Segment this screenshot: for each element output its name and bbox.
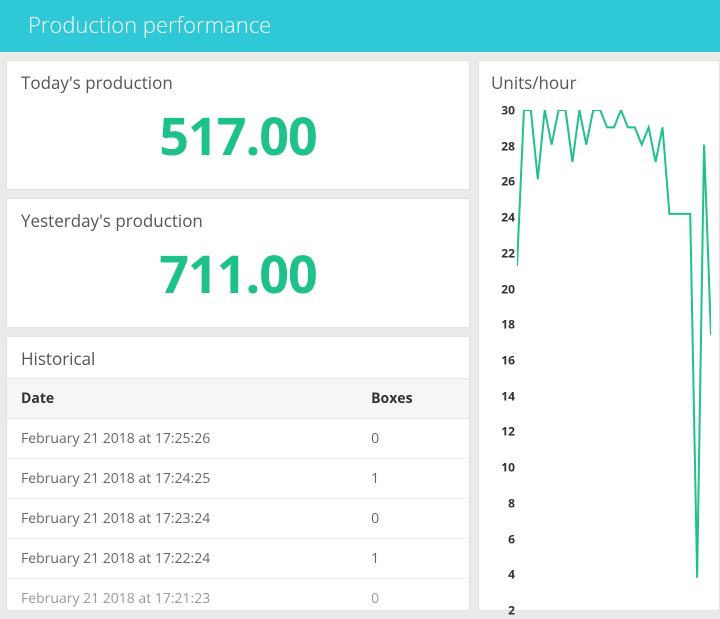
y-axis-tick: 12 [501,423,515,440]
chart-line [517,110,711,578]
cell-date: February 21 2018 at 17:22:24 [7,539,357,579]
chart-title: Units/hour [487,71,711,94]
today-production-title: Today's production [21,71,455,94]
yesterday-production-title: Yesterday's production [21,209,455,232]
y-axis-tick: 2 [508,602,515,619]
page-header: Production performance [0,0,720,52]
y-axis-tick: 20 [501,280,515,297]
y-axis-tick: 4 [508,566,515,583]
yesterday-production-value: 711.00 [21,238,455,309]
cell-date: February 21 2018 at 17:25:26 [7,419,357,459]
y-axis-tick: 26 [501,173,515,190]
cell-boxes: 1 [357,539,469,579]
y-axis-tick: 14 [501,387,515,404]
yesterday-production-card: Yesterday's production 711.00 [6,198,470,328]
today-production-value: 517.00 [21,100,455,171]
cell-boxes: 0 [357,419,469,459]
historical-title: Historical [7,337,469,378]
table-row: February 21 2018 at 17:25:260 [7,419,469,459]
table-row: February 21 2018 at 17:22:241 [7,539,469,579]
cell-date: February 21 2018 at 17:23:24 [7,499,357,539]
y-axis-tick: 28 [501,137,515,154]
table-row: February 21 2018 at 17:24:251 [7,459,469,499]
y-axis-tick: 6 [508,530,515,547]
content-area: Today's production 517.00 Yesterday's pr… [0,52,720,611]
y-axis-tick: 16 [501,352,515,369]
chart-area: 30282624222018161412108642 [487,110,711,610]
cell-date: February 21 2018 at 17:24:25 [7,459,357,499]
table-row: February 21 2018 at 17:23:240 [7,499,469,539]
y-axis-tick: 30 [501,102,515,119]
y-axis-tick: 10 [501,459,515,476]
cell-boxes: 1 [357,459,469,499]
y-axis-tick: 22 [501,244,515,261]
cell-boxes: 0 [357,499,469,539]
today-production-card: Today's production 517.00 [6,60,470,190]
left-column: Today's production 517.00 Yesterday's pr… [0,60,470,611]
page-title: Production performance [28,10,271,40]
y-axis-tick: 24 [501,209,515,226]
units-per-hour-card: Units/hour 30282624222018161412108642 [478,60,720,611]
y-axis-tick: 18 [501,316,515,333]
line-chart [517,110,711,595]
y-axis-tick: 8 [508,494,515,511]
historical-table: Date Boxes February 21 2018 at 17:25:260… [7,378,469,610]
table-row: February 21 2018 at 17:21:230 [7,579,469,611]
cell-date: February 21 2018 at 17:21:23 [7,579,357,611]
table-header-boxes: Boxes [357,379,469,419]
historical-card: Historical Date Boxes February 21 2018 a… [6,336,470,611]
table-header-date: Date [7,379,357,419]
cell-boxes: 0 [357,579,469,611]
